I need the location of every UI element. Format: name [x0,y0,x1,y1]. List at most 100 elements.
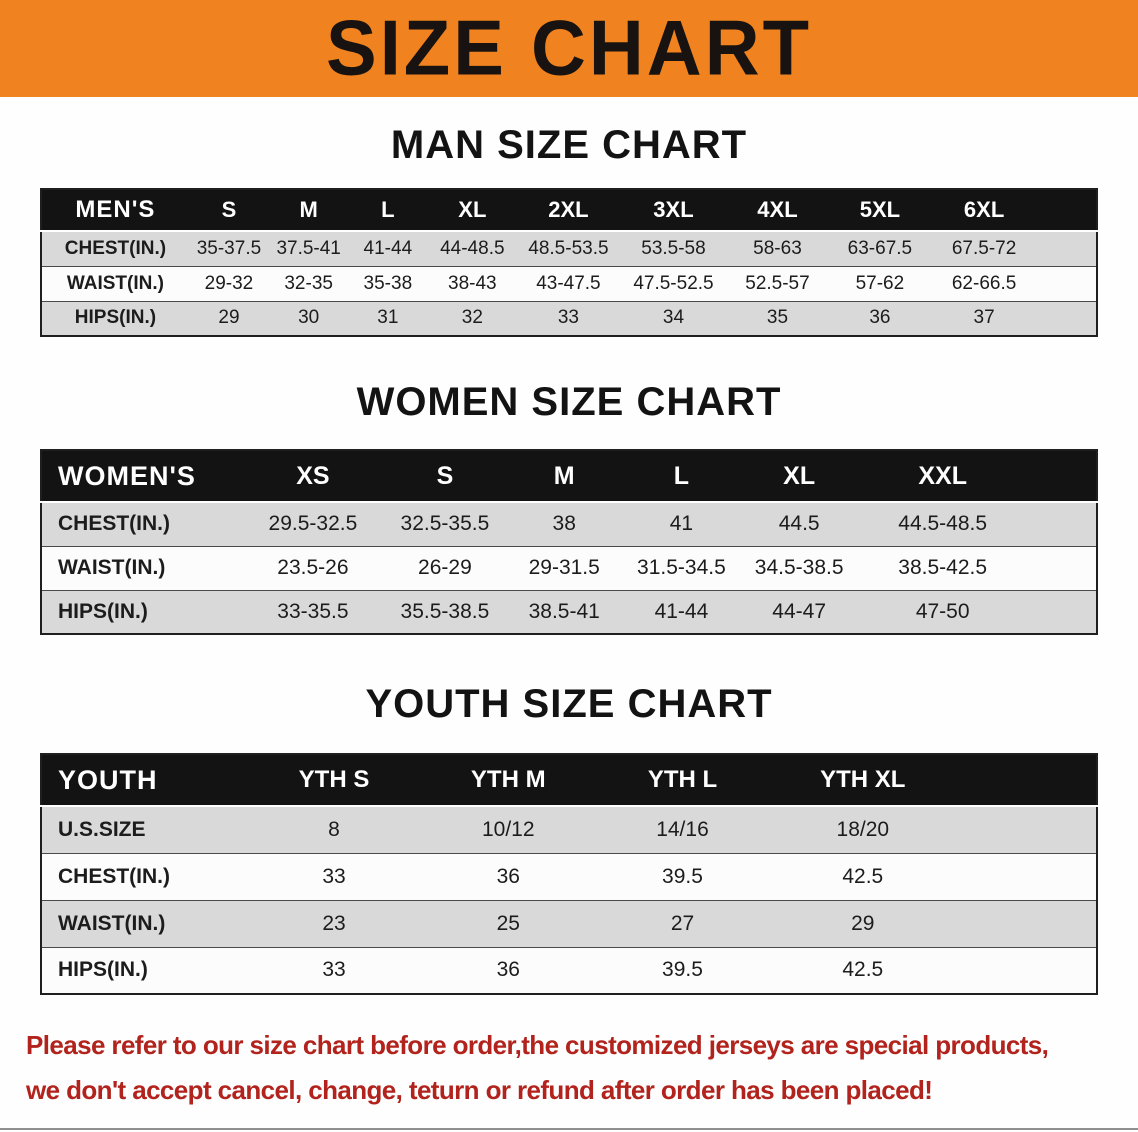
size-column-header: 6XL [932,189,1097,232]
page-title: SIZE CHART [326,4,812,92]
size-value-cell: 35.5-38.5 [400,599,490,623]
measurement-row: CHEST(IN.) 33 36 39.5 42.5 [41,853,1097,900]
title-banner: SIZE CHART [0,0,1138,97]
size-value-cell: 39.5 [662,864,703,888]
measurement-row: CHEST(IN.) 29.5-32.5 32.5-35.5 38 41 44.5 44.5… [41,502,1097,546]
size-value-cell: 33-35.5 [277,599,349,623]
row-label-cell: WAIST(IN.) [66,272,164,294]
size-value-cell: 31 [377,307,399,329]
size-value-cell: 44.5 [778,512,820,536]
size-value-cell: 47-50 [915,599,970,623]
size-value-cell: 42.5 [842,958,884,982]
size-value-cell: 32-35 [284,272,333,294]
men-section-title: MAN SIZE CHART [390,123,748,167]
measurement-row: WAIST(IN.) 29-32 32-35 35-38 38-43 43-47.5 47.… [41,266,1097,301]
size-value-cell: 35 [766,307,789,329]
size-value-cell: 35-38 [363,272,413,294]
size-column-header: 2XL [517,189,620,232]
footer-note: Please refer to our size chart before or… [26,1023,1118,1113]
size-value-cell: 33 [557,307,579,329]
size-value-cell: 29 [851,911,875,935]
size-value-cell: 26-29 [418,556,472,579]
measurement-row: HIPS(IN.) 33-35.5 35.5-38.5 38.5-41 41-44 44-… [41,590,1097,634]
size-column-header: S [385,450,505,503]
youth-size-table: YOUTH YTH S YTH M YTH L YTH XL U.S.SIZE 8 10/12… [40,753,1098,995]
size-column-header: YTH S [246,754,422,807]
measurement-row: WAIST(IN.) 23 25 27 29 [41,900,1097,947]
size-column-header: XS [240,450,386,503]
size-column-header: 3XL [619,189,728,232]
size-value-cell: 34 [662,307,685,329]
size-value-cell: 58-63 [753,237,802,259]
size-column-header: L [348,189,428,232]
size-value-cell: 41-44 [363,237,413,259]
size-value-cell: 32.5-35.5 [400,512,490,536]
men-size-table: MEN'S S M L XL 2XL 3XL 4XL 5XL 6XL CHEST(IN.) 35-37… [40,188,1098,337]
size-value-cell: 18/20 [836,817,890,841]
size-value-cell: 36 [496,864,520,888]
size-value-cell: 29-31.5 [528,556,600,579]
size-value-cell: 29 [218,307,240,329]
size-value-cell: 47.5-52.5 [633,272,714,294]
size-value-cell: 31.5-34.5 [637,556,726,579]
size-column-header: XL [427,189,518,232]
size-value-cell: 14/16 [656,817,709,841]
size-value-cell: 53.5-58 [641,237,706,259]
size-column-header: M [269,189,349,232]
size-column-header: M [504,450,624,503]
size-value-cell: 8 [328,817,340,841]
size-value-cell: 44-47 [772,599,827,623]
size-column-header: L [623,450,739,503]
size-value-cell: 57-62 [855,272,905,294]
size-column-header: S [188,189,270,232]
table-title-cell: MEN'S [41,189,189,232]
table-header-row: YOUTH YTH S YTH M YTH L YTH XL [41,754,1097,807]
measurement-row: U.S.SIZE 8 10/12 14/16 18/20 [41,806,1097,853]
size-value-cell: 32 [461,307,483,329]
size-column-header: YTH M [421,754,596,807]
size-column-header: 5XL [827,189,933,232]
size-value-cell: 42.5 [842,864,884,888]
size-value-cell: 38.5-41 [528,599,600,623]
size-value-cell: 63-67.5 [847,237,913,259]
size-value-cell: 36 [496,958,520,982]
row-label-cell: WAIST(IN.) [58,911,166,935]
size-value-cell: 44.5-48.5 [898,512,988,536]
row-label-cell: WAIST(IN.) [58,556,166,579]
size-column-header: 4XL [727,189,828,232]
size-value-cell: 38.5-42.5 [898,556,988,579]
size-value-cell: 52.5-57 [745,272,810,294]
size-value-cell: 35-37.5 [196,237,262,259]
measurement-row: WAIST(IN.) 23.5-26 26-29 29-31.5 31.5-34.5 34… [41,546,1097,590]
women-section-title: WOMEN SIZE CHART [356,380,782,424]
youth-section-title: YOUTH SIZE CHART [365,682,773,726]
row-label-cell: HIPS(IN.) [74,307,157,329]
women-size-section: WOMEN SIZE CHART WOMEN'S XS S M L XL XXL CHEST(… [0,379,1138,635]
youth-size-section: YOUTH SIZE CHART YOUTH YTH S YTH M YTH L YTH… [0,681,1138,995]
footer-note-line1: Please refer to our size chart before or… [26,1030,1049,1060]
measurement-row: HIPS(IN.) 33 36 39.5 42.5 [41,947,1097,994]
row-label-cell: CHEST(IN.) [64,237,167,259]
size-value-cell: 34.5-38.5 [754,556,844,579]
size-column-header: YTH XL [769,754,1097,807]
size-column-header: XXL [859,450,1097,503]
women-size-table: WOMEN'S XS S M L XL XXL CHEST(IN.) 29.5-32.5 32.5… [40,449,1098,635]
table-title-cell: WOMEN'S [41,450,241,503]
table-header-row: MEN'S S M L XL 2XL 3XL 4XL 5XL 6XL [41,189,1097,232]
row-label-cell: HIPS(IN.) [58,599,148,623]
size-value-cell: 62-66.5 [951,272,1017,294]
size-value-cell: 41-44 [654,599,709,623]
measurement-row: CHEST(IN.) 35-37.5 37.5-41 41-44 44-48.5 48.5… [41,231,1097,266]
footer-note-line2: we don't accept cancel, change, teturn o… [26,1075,933,1105]
size-value-cell: 29.5-32.5 [268,512,358,536]
size-value-cell: 27 [670,911,695,935]
bottom-edge-line [0,1128,1138,1130]
size-value-cell: 37 [973,307,995,329]
size-value-cell: 23.5-26 [277,556,349,579]
table-title-cell: YOUTH [41,754,247,807]
size-value-cell: 39.5 [662,958,703,982]
size-value-cell: 10/12 [481,817,535,841]
size-column-header: XL [738,450,860,503]
size-column-header: YTH L [595,754,770,807]
size-value-cell: 33 [322,958,346,982]
